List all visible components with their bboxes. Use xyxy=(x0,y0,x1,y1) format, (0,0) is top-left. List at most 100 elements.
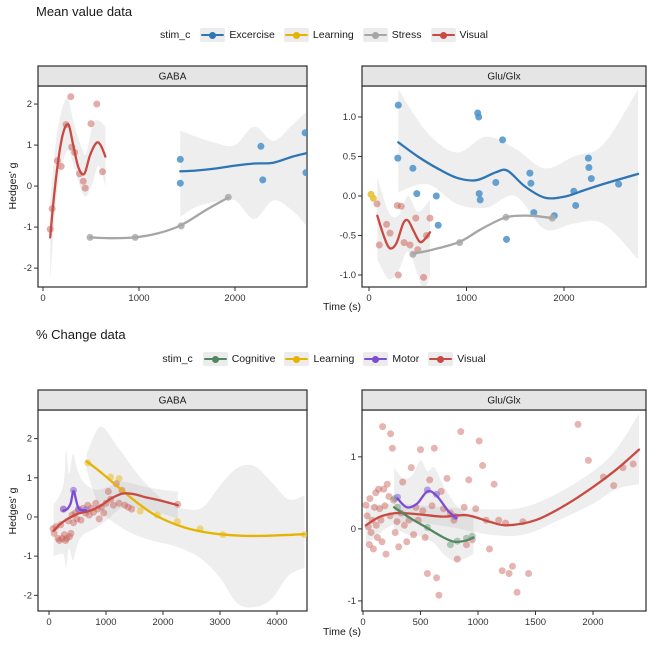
data-point xyxy=(397,202,405,210)
legend-item-visual[interactable]: Visual xyxy=(430,28,488,42)
data-point xyxy=(369,545,377,553)
y-tick-label: 1 xyxy=(27,473,32,484)
x-tick-label: 1000 xyxy=(95,617,116,628)
data-point xyxy=(85,511,93,519)
x-tick-label: 4000 xyxy=(266,617,287,628)
data-point xyxy=(79,177,87,185)
data-point xyxy=(391,529,399,536)
legend-key-point xyxy=(293,355,301,363)
legend-item-label: Visual xyxy=(459,29,488,41)
confidence-band-layer xyxy=(50,97,306,281)
y-tick-label: 0 xyxy=(351,524,356,535)
legend-item-learning[interactable]: Learning xyxy=(284,352,354,366)
facet-strip xyxy=(37,65,308,87)
data-point xyxy=(499,136,507,144)
legend-key-swatch xyxy=(283,28,309,42)
y-tick-label: -1 xyxy=(348,596,356,607)
legend-key-swatch xyxy=(362,28,388,42)
data-point xyxy=(426,476,434,484)
data-point xyxy=(410,531,418,539)
data-point xyxy=(66,533,73,541)
data-point xyxy=(486,545,493,553)
confidence-band xyxy=(180,112,306,226)
data-point xyxy=(371,503,378,511)
smooth-line-layer xyxy=(376,141,640,255)
legend-key-swatch xyxy=(430,28,456,42)
data-point xyxy=(433,574,441,582)
x-tick-label: 1500 xyxy=(525,617,546,628)
legend-item-label: Visual xyxy=(457,353,486,365)
data-point xyxy=(124,503,132,511)
panel-gluglx: Glu/Glx 0 500 1000 1500 2000 -1 0 1 xyxy=(348,389,647,628)
y-tick-label: 1.0 xyxy=(343,112,356,123)
smooth-line xyxy=(179,152,307,173)
data-point xyxy=(95,515,103,523)
data-point xyxy=(584,456,592,464)
confidence-band xyxy=(53,450,178,568)
data-point xyxy=(406,241,414,249)
y-tick-label: 1 xyxy=(351,452,356,463)
data-point xyxy=(490,480,498,488)
data-point xyxy=(403,538,411,546)
data-point xyxy=(465,476,473,484)
legend-key-point xyxy=(372,355,380,363)
data-point xyxy=(378,538,386,546)
data-point xyxy=(498,567,506,575)
data-point xyxy=(57,162,65,170)
figure1-legend: stim_c Excercise Learning Stress Visual xyxy=(0,28,648,42)
data-point xyxy=(92,499,100,507)
legend-item-visual[interactable]: Visual xyxy=(428,352,486,366)
data-point xyxy=(136,507,144,515)
data-point xyxy=(128,505,136,513)
data-point xyxy=(87,120,95,128)
data-point xyxy=(100,509,108,517)
legend-item-cognitive[interactable]: Cognitive xyxy=(202,352,275,366)
y-tick-label: 0 xyxy=(27,181,32,192)
data-point xyxy=(572,202,580,209)
smooth-line xyxy=(49,123,107,239)
facet-strip xyxy=(37,389,308,411)
y-tick-label: 0 xyxy=(27,512,32,523)
x-tick-label: 1000 xyxy=(467,617,488,628)
data-point xyxy=(428,502,436,510)
confidence-band-layer xyxy=(53,426,305,608)
legend-item-learning[interactable]: Learning xyxy=(283,28,354,42)
data-point xyxy=(121,501,129,509)
data-point xyxy=(530,209,538,217)
data-point xyxy=(365,541,373,549)
data-point xyxy=(387,430,395,438)
x-tick-label: 1000 xyxy=(456,293,477,304)
data-point xyxy=(495,516,503,524)
data-point xyxy=(373,534,381,541)
data-point xyxy=(257,142,265,150)
data-point xyxy=(369,194,377,202)
y-tick-label: 0.0 xyxy=(343,191,356,202)
data-point xyxy=(104,488,112,495)
legend-item-excercise[interactable]: Excercise xyxy=(200,28,275,42)
data-point xyxy=(301,129,307,137)
data-point xyxy=(446,541,454,549)
legend-item-label: Motor xyxy=(392,353,420,365)
data-point xyxy=(587,175,595,183)
data-point xyxy=(419,507,427,515)
data-point xyxy=(363,512,371,520)
data-point xyxy=(99,168,106,176)
data-point xyxy=(383,220,391,228)
legend-item-motor[interactable]: Motor xyxy=(363,352,419,366)
data-point xyxy=(610,482,618,490)
confidence-band-layer xyxy=(377,89,639,287)
data-point xyxy=(393,518,401,526)
legend-item-stress[interactable]: Stress xyxy=(362,28,422,42)
data-point xyxy=(67,529,75,537)
smooth-line xyxy=(62,489,88,512)
data-point xyxy=(492,179,500,186)
smooth-line xyxy=(392,506,475,544)
x-tick-label: 2000 xyxy=(582,617,603,628)
legend-key-swatch xyxy=(284,352,310,366)
data-point xyxy=(362,501,370,509)
data-point xyxy=(615,180,623,188)
data-point xyxy=(109,501,117,509)
figure2-title: % Change data xyxy=(36,327,126,342)
data-point xyxy=(430,444,438,452)
data-point xyxy=(420,273,428,281)
